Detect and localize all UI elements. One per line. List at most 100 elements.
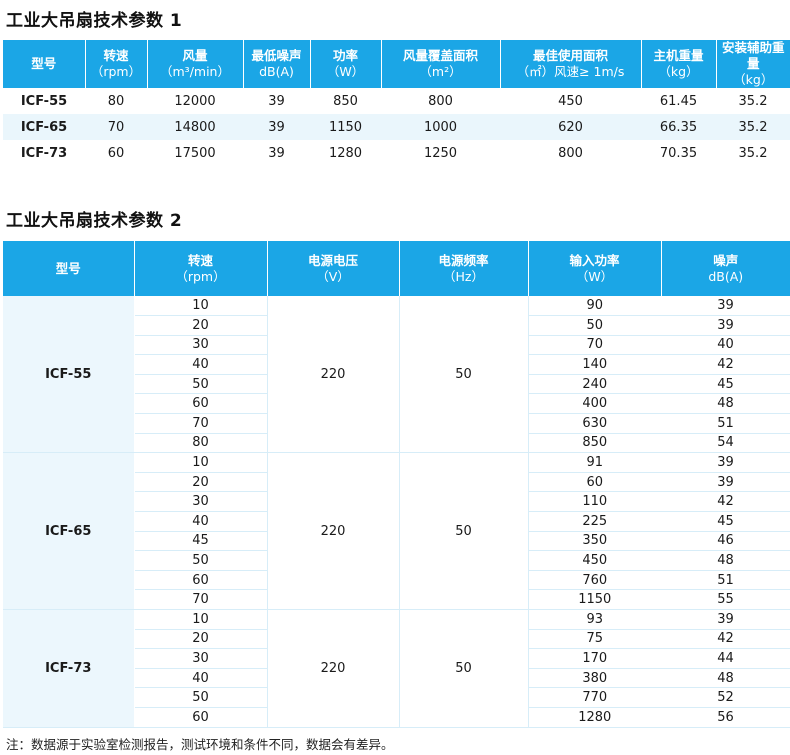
table2-cell-rpm: 50 (133, 687, 267, 708)
table2-cell-noise: 48 (661, 550, 790, 571)
table2-cell-noise: 39 (661, 315, 790, 336)
table2-cell-input-power: 240 (527, 374, 661, 395)
table2-cell-model: ICF-73 (3, 609, 135, 728)
table2-cell-input-power: 770 (527, 687, 661, 708)
table2-row: ICF-55 10 220 50 90 39 (3, 296, 790, 454)
table2-cell-noise: 52 (661, 687, 790, 708)
table1-cell-install-weight: 35.2 (738, 93, 768, 109)
table2-cell-rpm: 60 (133, 570, 267, 591)
table1-cell-power: 1150 (310, 114, 381, 140)
table2-cell-rpm: 60 (133, 707, 267, 728)
table2-cell-rpm: 30 (133, 491, 267, 513)
table2-cell-noise: 48 (661, 393, 790, 415)
table2-cell-input-power: 90 (527, 296, 661, 317)
table2-cell-noise: 45 (661, 511, 790, 532)
table2-cell-noise: 46 (661, 531, 790, 552)
table2-cell-voltage: 220 (266, 452, 400, 610)
table2-cell-rpm: 10 (133, 609, 267, 630)
table2-cell-rpm: 40 (133, 511, 267, 532)
table1-cell-coverage: 1000 (381, 114, 500, 140)
table1-cell-airflow: 14800 (147, 114, 243, 140)
spec-table-1: 型号 转速 （rpm） 风量 （m³/min） 最低噪声 dB(A) 功率 （W） 风量… (3, 40, 790, 166)
table2-cell-model: ICF-55 (3, 296, 135, 454)
table2-cell-noise: 51 (661, 570, 790, 591)
table2-cell-rpm: 20 (133, 472, 267, 493)
table2-cell-rpm: 50 (133, 550, 267, 571)
table2-cell-input-power: 850 (527, 433, 661, 454)
table2-cell-input-power: 70 (527, 335, 661, 356)
table2-header-model: 型号 (3, 241, 135, 296)
table1-header-main-weight: 主机重量 （kg） (641, 40, 717, 88)
table1-cell-install-weight: 35.2 (738, 145, 768, 161)
table2-cell-rpm: 50 (133, 374, 267, 395)
table2-title: 工业大吊扇技术参数 2 (6, 211, 183, 231)
table1-cell-power: 850 (333, 93, 358, 109)
table1-cell-model: ICF-65 (3, 114, 85, 140)
table2-row: 50 450 48 (3, 550, 790, 571)
table1-header-install-weight: 安装辅助重量 （kg） (716, 40, 790, 88)
table2-cell-input-power: 75 (527, 629, 661, 650)
table1-cell-airflow: 12000 (174, 93, 216, 109)
table2-cell-noise: 40 (661, 335, 790, 356)
table1-cell-best-area: 800 (558, 145, 583, 161)
table2-cell-noise: 42 (661, 491, 790, 513)
table2-cell-rpm: 60 (133, 393, 267, 415)
table2-cell-input-power: 170 (527, 648, 661, 669)
table2-row: 45 350 46 (3, 531, 790, 552)
table1-cell-noise: 39 (243, 114, 310, 140)
table1-cell-model: ICF-55 (20, 93, 68, 109)
table2-cell-noise: 48 (661, 668, 790, 689)
table2-row: 50 240 45 (3, 374, 790, 395)
table1-cell-airflow: 17500 (174, 145, 216, 161)
table2-cell-rpm: 20 (133, 629, 267, 650)
table2-cell-noise: 42 (661, 629, 790, 650)
table1-header-model: 型号 (3, 40, 86, 88)
table1-title: 工业大吊扇技术参数 1 (6, 11, 183, 31)
table1-cell-main-weight: 66.35 (641, 114, 716, 140)
table1-header-best-area: 最佳使用面积 （㎡）风速≥ 1m/s (500, 40, 642, 88)
table2-cell-input-power: 50 (527, 315, 661, 336)
table2-cell-noise: 45 (661, 374, 790, 395)
table2-cell-input-power: 60 (527, 472, 661, 493)
table2-cell-input-power: 140 (527, 354, 661, 375)
table2-cell-noise: 39 (661, 296, 790, 317)
table2-cell-input-power: 91 (527, 452, 661, 473)
table1-cell-rpm: 70 (85, 114, 147, 140)
table2-row: ICF-73 10 220 50 93 39 (3, 609, 790, 728)
table2-cell-input-power: 760 (527, 570, 661, 591)
table2-row: 80 850 54 (3, 433, 790, 454)
table2-header-rpm: 转速 （rpm） (134, 241, 268, 296)
table2-header-voltage: 电源电压 （V） (267, 241, 400, 296)
table2-cell-rpm: 45 (133, 531, 267, 552)
table2-cell-input-power: 350 (527, 531, 661, 552)
table2-row: 70 630 51 (3, 413, 790, 434)
table1-header-noise: 最低噪声 dB(A) (243, 40, 311, 88)
table2-header-noise: 噪声 dB(A) (661, 241, 790, 296)
table1-cell-rpm: 60 (107, 145, 125, 161)
table1-header-power: 功率 （W） (310, 40, 382, 88)
table1-header-row: 型号 转速 （rpm） 风量 （m³/min） 最低噪声 dB(A) 功率 （W） 风量… (3, 40, 790, 88)
table2-cell-input-power: 1280 (527, 707, 661, 728)
table2-header-row: 型号 转速 （rpm） 电源电压 （V） 电源频率 （Hz） 输入功率 （W） 噪声 dB… (3, 241, 790, 296)
table2-cell-noise: 44 (661, 648, 790, 669)
table1-header-rpm: 转速 （rpm） (85, 40, 148, 88)
table1-cell-power: 1280 (328, 145, 363, 161)
table2-cell-frequency: 50 (398, 609, 529, 728)
table2-cell-input-power: 225 (527, 511, 661, 532)
table1-cell-rpm: 80 (107, 93, 125, 109)
table2-cell-noise: 39 (661, 452, 790, 473)
table2-cell-rpm: 10 (133, 452, 267, 473)
table2-cell-noise: 54 (661, 433, 790, 454)
table2-cell-noise: 39 (661, 472, 790, 493)
table2-cell-input-power: 400 (527, 393, 661, 415)
table2-row: 60 760 51 (3, 570, 790, 591)
table2-row: 40 140 42 (3, 354, 790, 375)
table2-row: ICF-65 10 220 50 91 39 (3, 452, 790, 610)
table1-cell-best-area: 450 (558, 93, 583, 109)
table2-cell-noise: 39 (661, 609, 790, 630)
table2-cell-rpm: 40 (133, 354, 267, 375)
table2-cell-noise: 56 (661, 707, 790, 728)
table2-row: 60 1280 56 (3, 707, 790, 728)
table2-cell-input-power: 450 (527, 550, 661, 571)
table1-cell-best-area: 620 (500, 114, 641, 140)
